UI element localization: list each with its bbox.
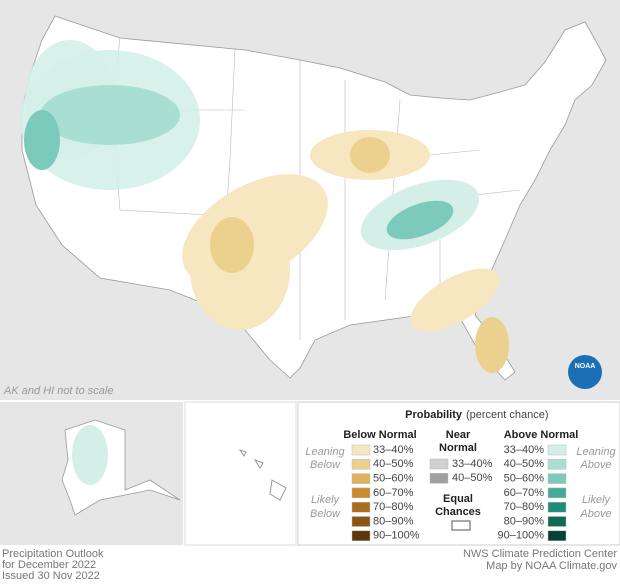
legend-label: 33–40% bbox=[452, 458, 493, 470]
legend-label: 90–100% bbox=[498, 530, 545, 542]
legend-swatch bbox=[547, 530, 567, 542]
side-label: Below bbox=[310, 459, 341, 471]
legend-label: 50–60% bbox=[504, 473, 545, 485]
legend-swatch bbox=[351, 501, 371, 513]
legend-label: 40–50% bbox=[452, 472, 493, 484]
legend-swatch bbox=[547, 487, 567, 499]
legend-swatch bbox=[351, 459, 371, 470]
scale-note: AK and HI not to scale bbox=[3, 385, 113, 397]
legend-swatch bbox=[547, 501, 567, 513]
equal-label: Chances bbox=[435, 506, 481, 518]
side-label: Likely bbox=[582, 494, 612, 506]
footer-left: for December 2022 bbox=[2, 559, 96, 571]
legend-label: 40–50% bbox=[504, 458, 545, 470]
hawaii-panel bbox=[184, 401, 297, 546]
noaa-logo bbox=[568, 355, 602, 389]
side-label: Leaning bbox=[305, 446, 345, 458]
legend-swatch bbox=[351, 487, 371, 499]
legend-swatch bbox=[547, 473, 567, 484]
legend-swatch bbox=[547, 516, 567, 527]
near-header: Near bbox=[446, 429, 471, 441]
footer-right: Map by NOAA Climate.gov bbox=[486, 560, 617, 572]
legend-label: 33–40% bbox=[504, 444, 545, 456]
legend-label: 80–90% bbox=[373, 515, 414, 527]
legend-swatch bbox=[547, 459, 567, 470]
legend-title: Probability bbox=[405, 409, 463, 421]
footer-right: NWS Climate Prediction Center bbox=[463, 548, 617, 560]
equal-label: Equal bbox=[443, 493, 473, 505]
alaska-area bbox=[72, 425, 108, 485]
legend-label: 60–70% bbox=[504, 487, 545, 499]
legend-swatch bbox=[429, 473, 449, 484]
legend-swatch bbox=[351, 473, 371, 484]
legend-swatch bbox=[547, 444, 567, 456]
below-header: Below Normal bbox=[343, 429, 416, 441]
legend-swatch bbox=[351, 516, 371, 527]
legend-label: 70–80% bbox=[504, 501, 545, 513]
above-header: Above Normal bbox=[504, 429, 579, 441]
precip-areas bbox=[20, 40, 509, 373]
side-label: Leaning bbox=[576, 446, 616, 458]
legend-swatch bbox=[429, 458, 449, 470]
legend-swatch bbox=[351, 530, 371, 542]
side-label: Below bbox=[310, 508, 341, 520]
legend-label: 50–60% bbox=[373, 473, 414, 485]
legend-label: 60–70% bbox=[373, 487, 414, 499]
hawaii bbox=[238, 449, 287, 501]
equal-swatch bbox=[451, 520, 471, 531]
legend-swatch bbox=[351, 444, 371, 456]
legend-subtitle: (percent chance) bbox=[466, 409, 549, 421]
near-header: Normal bbox=[439, 442, 477, 454]
footer-left: Issued 30 Nov 2022 bbox=[2, 570, 100, 582]
legend-label: 33–40% bbox=[373, 444, 414, 456]
legend-label: 90–100% bbox=[373, 530, 420, 542]
legend-label: 80–90% bbox=[504, 515, 545, 527]
side-label: Above bbox=[579, 459, 611, 471]
side-label: Likely bbox=[311, 494, 341, 506]
legend-label: 70–80% bbox=[373, 501, 414, 513]
logo-text: NOAA bbox=[575, 363, 596, 370]
legend-label: 40–50% bbox=[373, 458, 414, 470]
footer-left: Precipitation Outlook bbox=[2, 548, 104, 560]
side-label: Above bbox=[579, 508, 611, 520]
